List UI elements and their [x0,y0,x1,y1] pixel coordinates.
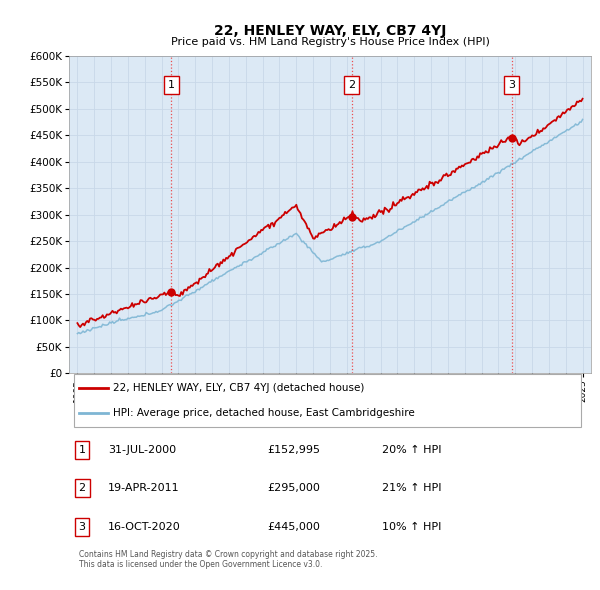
Text: £152,995: £152,995 [268,445,320,455]
Text: HPI: Average price, detached house, East Cambridgeshire: HPI: Average price, detached house, East… [113,408,415,418]
Text: Contains HM Land Registry data © Crown copyright and database right 2025.
This d: Contains HM Land Registry data © Crown c… [79,550,378,569]
Text: 2: 2 [79,483,86,493]
Text: 3: 3 [79,522,86,532]
Text: 16-OCT-2020: 16-OCT-2020 [108,522,181,532]
Text: 1: 1 [168,80,175,90]
Text: Price paid vs. HM Land Registry's House Price Index (HPI): Price paid vs. HM Land Registry's House … [170,37,490,47]
Text: 10% ↑ HPI: 10% ↑ HPI [382,522,442,532]
Text: 31-JUL-2000: 31-JUL-2000 [108,445,176,455]
Text: 19-APR-2011: 19-APR-2011 [108,483,180,493]
Text: 22, HENLEY WAY, ELY, CB7 4YJ: 22, HENLEY WAY, ELY, CB7 4YJ [214,24,446,38]
Text: 22, HENLEY WAY, ELY, CB7 4YJ (detached house): 22, HENLEY WAY, ELY, CB7 4YJ (detached h… [113,383,365,393]
Text: 2: 2 [349,80,355,90]
Text: 3: 3 [508,80,515,90]
Text: £445,000: £445,000 [268,522,320,532]
Text: 1: 1 [79,445,86,455]
Text: £295,000: £295,000 [268,483,320,493]
FancyBboxPatch shape [74,375,581,427]
Text: 20% ↑ HPI: 20% ↑ HPI [382,445,442,455]
Text: 21% ↑ HPI: 21% ↑ HPI [382,483,442,493]
